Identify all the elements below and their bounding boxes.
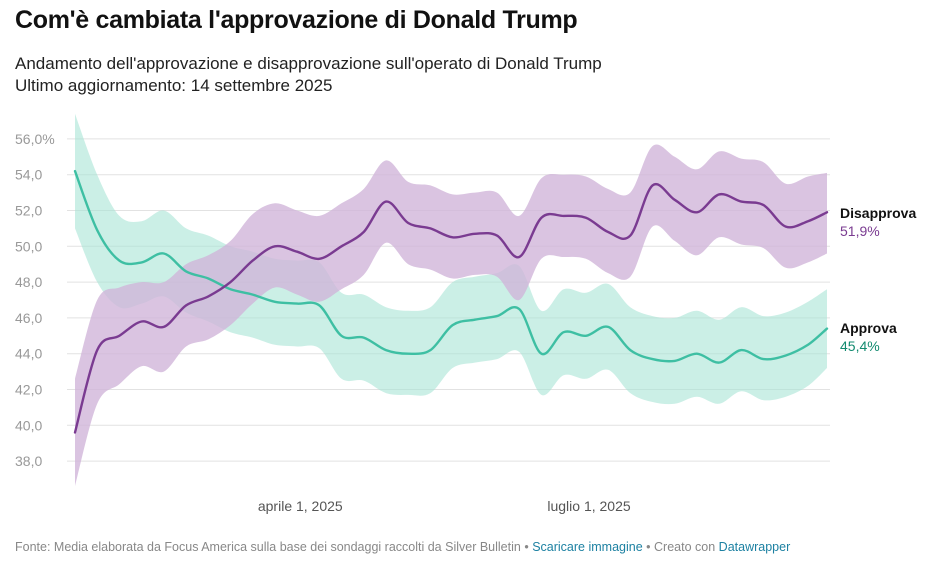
y-tick-label: 50,0 [15, 238, 42, 254]
y-tick-label: 56,0% [15, 131, 55, 147]
x-tick-label: luglio 1, 2025 [547, 498, 631, 514]
y-tick-label: 54,0 [15, 167, 42, 183]
separator: • [646, 540, 651, 554]
confidence-bands [75, 113, 827, 487]
series-name-label: Disapprova [840, 205, 916, 221]
source-note: Fonte: Media elaborata da Focus America … [15, 540, 521, 554]
download-image-link[interactable]: Scaricare immagine [532, 540, 643, 554]
y-tick-label: 40,0 [15, 417, 42, 433]
subtitle-description: Andamento dell'approvazione e disapprova… [15, 54, 602, 73]
approval-line-chart: 56,0% 54,0 52,0 50,0 48,0 46,0 44,0 42,0 40,0 38,… [15, 113, 916, 514]
y-tick-label: 46,0 [15, 310, 42, 326]
series-line-approva [73, 169, 829, 364]
created-with-text: Creato con [654, 540, 716, 554]
confidence-band-approva [75, 113, 827, 405]
y-tick-label: 44,0 [15, 346, 42, 362]
y-tick-label: 38,0 [15, 453, 42, 469]
series-line-disapprova [73, 182, 829, 434]
series-end-value: 45,4% [840, 338, 880, 354]
series-end-value: 51,9% [840, 223, 880, 239]
y-axis-tick-labels: 56,0% 54,0 52,0 50,0 48,0 46,0 44,0 42,0 40,0 38,… [15, 131, 55, 469]
separator: • [524, 540, 529, 554]
x-axis-tick-labels: aprile 1, 2025 luglio 1, 2025 [258, 498, 631, 514]
chart-footer: Fonte: Media elaborata da Focus America … [15, 540, 790, 554]
x-tick-label: aprile 1, 2025 [258, 498, 343, 514]
series-lines [73, 169, 829, 434]
series-end-labels: Disapprova 51,9% Approva 45,4% [840, 205, 916, 354]
y-tick-label: 52,0 [15, 203, 42, 219]
chart-title: Com'è cambiata l'approvazione di Donald … [15, 6, 578, 34]
confidence-band-disapprova [75, 144, 827, 487]
series-name-label: Approva [840, 320, 897, 336]
subtitle-last-updated: Ultimo aggiornamento: 14 settembre 2025 [15, 76, 333, 95]
chart-subtitle: Andamento dell'approvazione e disapprova… [15, 53, 602, 97]
y-tick-label: 48,0 [15, 274, 42, 290]
datawrapper-link[interactable]: Datawrapper [718, 540, 791, 554]
y-tick-label: 42,0 [15, 382, 42, 398]
